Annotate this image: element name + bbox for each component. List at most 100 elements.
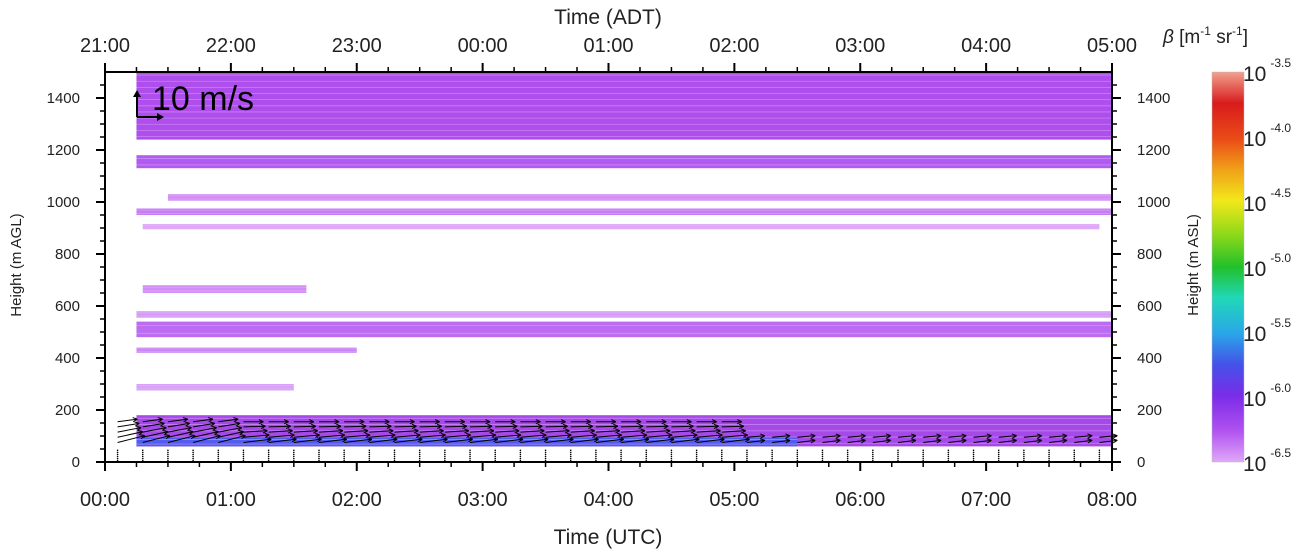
surface-wind-dot bbox=[620, 457, 622, 460]
wind-arrowhead bbox=[436, 423, 442, 429]
surface-wind-dot bbox=[418, 449, 421, 452]
surface-wind-dot bbox=[872, 457, 874, 460]
wind-arrowhead bbox=[543, 437, 549, 443]
axis-ticks: 00:00 21:00 01:00 22:00 02:00 23:00 03:00 00:00… bbox=[47, 35, 1171, 511]
wind-arrow bbox=[293, 430, 318, 433]
wind-arrowhead bbox=[667, 432, 673, 438]
layer-upper-layer-b bbox=[136, 155, 1112, 169]
surface-wind-dot bbox=[746, 455, 748, 458]
wind-arrowhead bbox=[359, 419, 365, 425]
wind-arrow bbox=[948, 435, 967, 438]
surface-wind-dot bbox=[217, 449, 220, 452]
surface-wind-dot bbox=[1048, 451, 1050, 454]
wind-arrowhead bbox=[386, 423, 392, 429]
surface-wind-dot bbox=[393, 455, 396, 458]
wind-arrowhead bbox=[340, 432, 346, 438]
surface-wind-dot bbox=[444, 455, 446, 458]
wind-arrowhead bbox=[188, 430, 194, 436]
right-tick-label: 400 bbox=[1137, 350, 1162, 367]
top-tick-label: 04:00 bbox=[961, 35, 1011, 57]
surface-wind-dot bbox=[972, 457, 975, 460]
top-tick-label: 23:00 bbox=[332, 35, 382, 57]
surface-wind-dot bbox=[242, 453, 245, 456]
wind-arrow bbox=[192, 435, 221, 443]
surface-wind-dot bbox=[997, 457, 1000, 460]
wind-arrow bbox=[621, 430, 646, 433]
surface-wind-dot bbox=[997, 449, 1000, 452]
surface-wind-dot bbox=[368, 455, 371, 458]
wind-arrow bbox=[646, 430, 671, 433]
wind-arrowhead bbox=[334, 419, 340, 425]
wind-arrow bbox=[193, 427, 217, 433]
wind-arrowhead bbox=[694, 437, 700, 443]
colorbar-tick-label: 10 -4.0 bbox=[1243, 121, 1291, 151]
wind-arrow bbox=[444, 434, 471, 438]
colorbar-tick-label: 10 -6.5 bbox=[1243, 446, 1291, 476]
wind-arrow bbox=[671, 425, 694, 428]
right-tick-label: 200 bbox=[1137, 402, 1162, 419]
wind-arrowhead bbox=[686, 419, 692, 425]
surface-wind-dot bbox=[972, 453, 975, 456]
surface-wind-dot bbox=[796, 451, 799, 454]
wind-arrow bbox=[193, 431, 219, 438]
surface-wind-dot bbox=[494, 451, 497, 454]
wind-arrow bbox=[117, 431, 144, 438]
surface-wind-dot bbox=[116, 453, 119, 456]
wind-arrowhead bbox=[312, 428, 319, 434]
wind-arrow bbox=[167, 422, 190, 428]
wind-arrow bbox=[595, 434, 622, 438]
wind-arrowhead bbox=[835, 438, 841, 444]
surface-wind-dot bbox=[494, 457, 497, 460]
wind-arrow bbox=[344, 430, 369, 433]
wind-arrowhead bbox=[593, 437, 599, 443]
wind-arrowhead bbox=[737, 419, 743, 425]
wind-arrow bbox=[344, 438, 373, 443]
wind-arrowhead bbox=[1087, 438, 1093, 444]
wind-arrow bbox=[243, 434, 270, 438]
wind-arrow bbox=[293, 425, 316, 428]
wind-arrow bbox=[595, 430, 620, 433]
wind-arrowhead bbox=[638, 423, 644, 429]
surface-wind-dot bbox=[947, 453, 950, 456]
wind-arrowhead bbox=[835, 433, 841, 439]
surface-wind-dot bbox=[720, 449, 723, 452]
wind-arrowhead bbox=[719, 437, 725, 443]
wind-arrowhead bbox=[392, 437, 398, 443]
surface-wind-dot bbox=[1073, 457, 1076, 460]
wind-arrowhead bbox=[235, 421, 241, 427]
surface-wind-dot bbox=[141, 449, 144, 452]
surface-wind-dot bbox=[1073, 453, 1076, 456]
wind-arrowhead bbox=[411, 423, 417, 429]
wind-arrowhead bbox=[309, 419, 315, 425]
surface-wind-dot bbox=[469, 455, 471, 458]
wind-arrow bbox=[167, 427, 192, 433]
surface-wind-dot bbox=[1048, 457, 1050, 460]
wind-arrowhead bbox=[616, 432, 623, 438]
bottom-tick-label: 00:00 bbox=[80, 489, 130, 511]
surface-wind-dot bbox=[1023, 455, 1025, 458]
surface-wind-dot bbox=[519, 455, 522, 458]
wind-arrow bbox=[797, 439, 816, 443]
wind-arrow bbox=[293, 438, 322, 443]
wind-arrow bbox=[1023, 439, 1042, 443]
wind-arrowhead bbox=[717, 432, 723, 438]
surface-wind-dot bbox=[771, 453, 773, 456]
wind-arrowhead bbox=[640, 428, 646, 434]
layer-near-surface-blue bbox=[136, 437, 798, 447]
wind-arrowhead bbox=[388, 428, 394, 434]
surface-wind-dot bbox=[620, 451, 622, 454]
surface-wind-dot bbox=[569, 455, 572, 458]
surface-wind-dot bbox=[670, 449, 673, 452]
surface-wind-dot bbox=[1048, 455, 1050, 458]
wind-arrow bbox=[218, 422, 241, 428]
wind-arrowhead bbox=[961, 433, 967, 439]
wind-arrow bbox=[193, 418, 214, 423]
left-tick-label: 600 bbox=[55, 298, 80, 315]
wind-arrow bbox=[923, 439, 942, 443]
wind-arrow bbox=[847, 439, 866, 443]
bottom-tick-label: 03:00 bbox=[458, 489, 508, 511]
surface-wind-dot bbox=[620, 453, 622, 456]
surface-wind-dot bbox=[267, 451, 270, 454]
bottom-tick-label: 02:00 bbox=[332, 489, 382, 511]
